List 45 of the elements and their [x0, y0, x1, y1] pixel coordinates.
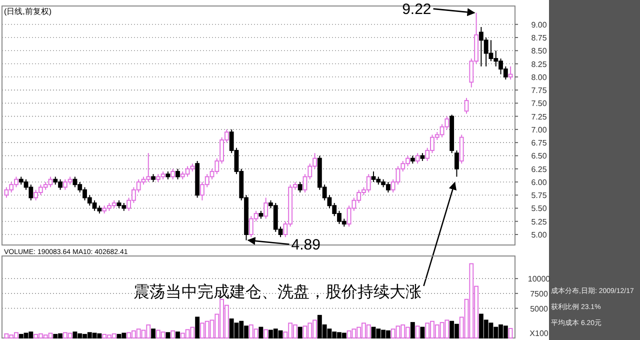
- bar: [151, 328, 156, 338]
- y-tick-label: 5.50: [531, 204, 548, 214]
- bar: [508, 328, 513, 338]
- y-tick-label: 5.00: [531, 230, 548, 240]
- y-tick-label: 6.75: [531, 138, 548, 148]
- y-tick-label: 6.00: [531, 178, 548, 187]
- y-tick-label: 8.50: [531, 46, 548, 56]
- bar: [415, 326, 420, 338]
- y-tick-label: 7.25: [531, 112, 548, 122]
- candlestick: [170, 168, 176, 180]
- bar: [166, 332, 170, 338]
- y-tick-label: 5000: [530, 304, 548, 314]
- annotation: 4.89: [291, 236, 320, 254]
- chart-title: (日线,前复权): [4, 7, 52, 16]
- bar: [176, 332, 180, 338]
- y-tick-label: 7.00: [531, 125, 548, 134]
- y-tick-label: 8.75: [531, 34, 548, 43]
- candlestick: [415, 152, 420, 164]
- bar: [410, 322, 415, 338]
- bar: [264, 329, 268, 338]
- y-tick-label: 5.25: [531, 217, 548, 226]
- candlestick: [298, 181, 302, 193]
- bar: [170, 330, 176, 338]
- y-tick-label: 7.50: [531, 99, 548, 108]
- bar: [258, 326, 264, 338]
- candlestick: [454, 150, 459, 178]
- text: X100: [530, 329, 549, 338]
- candlestick: [459, 134, 464, 164]
- y-tick-label: 7500: [530, 289, 548, 298]
- candlestick: [464, 97, 469, 114]
- y-tick-label: 8.25: [531, 60, 548, 69]
- bar: [298, 326, 302, 338]
- y-tick-label: 7.75: [531, 86, 548, 96]
- annotation: 震荡当中完成建仓、洗盘，股价持续大涨: [134, 283, 422, 301]
- y-tick-label: 5.75: [531, 191, 548, 200]
- y-tick-label: 9.00: [531, 20, 548, 30]
- bar: [420, 326, 425, 338]
- y-tick-label: 6.25: [531, 164, 548, 174]
- candlestick: [264, 197, 268, 220]
- bar: [195, 316, 200, 338]
- candlestick: [508, 66, 513, 80]
- y-tick-label: 6.50: [531, 152, 548, 161]
- y-tick-label: 8.00: [531, 72, 548, 82]
- candlestick: [176, 168, 180, 180]
- annotation: 9.22: [402, 0, 432, 18]
